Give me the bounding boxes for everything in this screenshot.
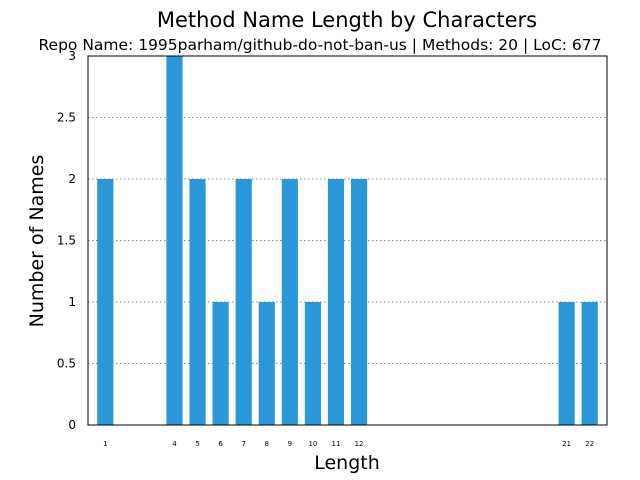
x-tick-label: 21	[562, 440, 571, 448]
x-tick-label: 11	[332, 440, 341, 448]
x-tick-label: 10	[308, 440, 317, 448]
bar	[327, 179, 345, 425]
bar	[581, 302, 598, 425]
plot-frame	[87, 55, 608, 426]
x-tick-label: 8	[265, 440, 269, 448]
x-tick-label: 6	[218, 440, 223, 448]
x-tick-label: 12	[355, 440, 364, 448]
x-tick-label: 9	[288, 440, 292, 448]
x-tick-label: 7	[241, 440, 245, 448]
bar	[212, 302, 229, 425]
y-tick-label: 3	[68, 49, 76, 63]
y-tick-labels: 0 0.5 1 1.5 2 2.5 3	[57, 49, 76, 432]
bar	[258, 302, 275, 425]
bar	[350, 179, 368, 425]
chart-title: Method Name Length by Characters	[156, 8, 538, 32]
bar	[235, 179, 252, 425]
x-tick-labels: 1 4 5 6 7 8 9 10 11 12 21 22	[103, 440, 594, 448]
bar	[558, 302, 575, 425]
bar	[189, 179, 206, 425]
y-tick-label: 0	[68, 418, 76, 432]
y-tick-label: 1.5	[57, 234, 76, 248]
bar	[304, 302, 321, 425]
chart-subtitle: Repo Name: 1995parham/github-do-not-ban-…	[38, 36, 602, 54]
x-tick-label: 1	[103, 440, 107, 448]
bars	[97, 56, 598, 425]
x-tick-label: 22	[585, 440, 594, 448]
y-tick-label: 1	[68, 295, 76, 309]
grid-lines	[88, 117, 607, 364]
x-axis-label: Length	[314, 452, 380, 474]
y-tick-label: 2	[68, 172, 76, 186]
bar	[166, 56, 183, 425]
y-tick-label: 0.5	[57, 357, 76, 371]
bar	[281, 179, 298, 425]
x-tick-label: 4	[172, 440, 177, 448]
x-tick-label: 5	[195, 440, 199, 448]
y-tick-label: 2.5	[57, 111, 76, 125]
bar	[97, 179, 114, 425]
